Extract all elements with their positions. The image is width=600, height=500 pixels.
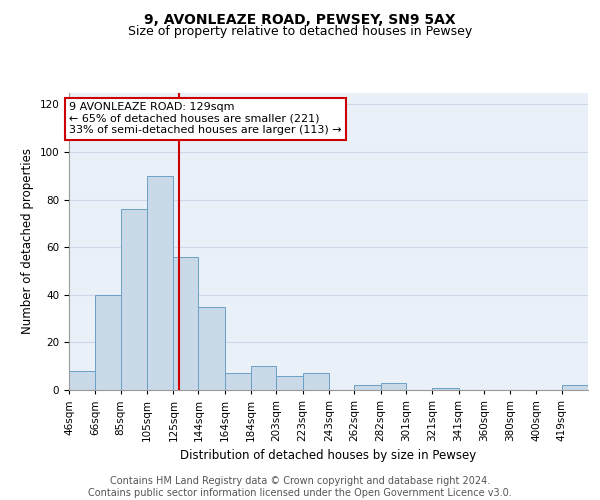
- Bar: [173, 256, 199, 390]
- Y-axis label: Number of detached properties: Number of detached properties: [21, 148, 34, 334]
- Bar: [562, 385, 588, 390]
- Bar: [277, 376, 303, 390]
- Bar: [199, 306, 225, 390]
- X-axis label: Distribution of detached houses by size in Pewsey: Distribution of detached houses by size …: [181, 450, 476, 462]
- Bar: [95, 295, 121, 390]
- Text: Contains HM Land Registry data © Crown copyright and database right 2024.
Contai: Contains HM Land Registry data © Crown c…: [88, 476, 512, 498]
- Bar: [380, 383, 406, 390]
- Bar: [147, 176, 173, 390]
- Bar: [69, 371, 95, 390]
- Text: 9, AVONLEAZE ROAD, PEWSEY, SN9 5AX: 9, AVONLEAZE ROAD, PEWSEY, SN9 5AX: [144, 12, 456, 26]
- Bar: [432, 388, 458, 390]
- Bar: [303, 374, 329, 390]
- Bar: [251, 366, 277, 390]
- Bar: [121, 209, 147, 390]
- Bar: [354, 385, 380, 390]
- Text: 9 AVONLEAZE ROAD: 129sqm
← 65% of detached houses are smaller (221)
33% of semi-: 9 AVONLEAZE ROAD: 129sqm ← 65% of detach…: [69, 102, 341, 135]
- Text: Size of property relative to detached houses in Pewsey: Size of property relative to detached ho…: [128, 25, 472, 38]
- Bar: [225, 374, 251, 390]
